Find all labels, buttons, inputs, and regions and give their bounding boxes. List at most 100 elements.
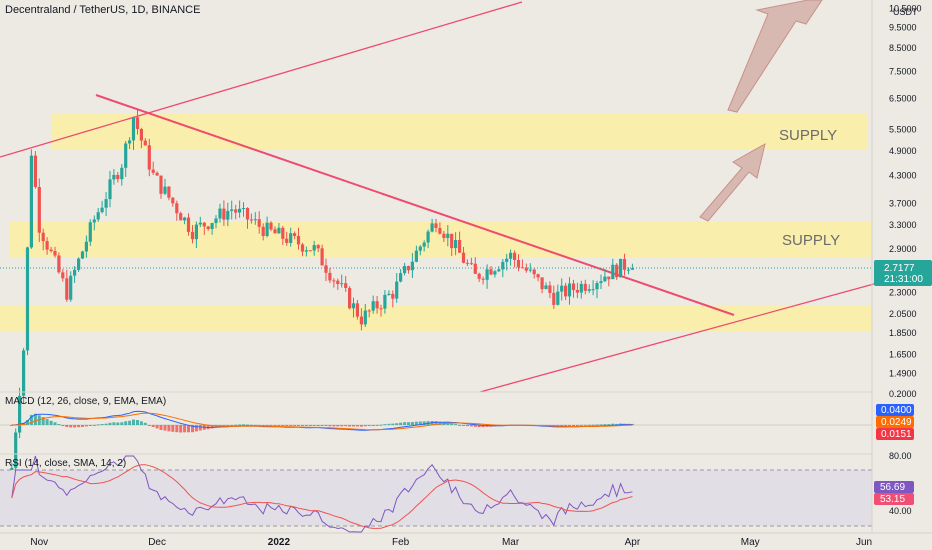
supply-label-upper: SUPPLY (779, 127, 837, 144)
macd-histogram-bar (171, 425, 175, 432)
candle-body (501, 261, 505, 270)
time-axis[interactable]: Nov Dec 2022 Feb Mar Apr May Jun (30, 537, 872, 548)
candle-body (183, 217, 187, 221)
candle-body (269, 222, 273, 230)
candle-body (234, 209, 238, 213)
macd-histogram-bar (191, 425, 194, 433)
macd-histogram-bar (104, 423, 108, 425)
macd-histogram-bar (128, 420, 132, 425)
candle-body (379, 308, 383, 310)
rising-trendline-lower[interactable] (479, 267, 932, 393)
descending-trendline[interactable] (95, 94, 735, 316)
time-tick-label: 2022 (268, 537, 291, 548)
macd-value-badge (876, 428, 914, 440)
candle-body (202, 222, 206, 227)
macd-pane[interactable] (0, 410, 872, 433)
macd-histogram-bar (179, 425, 183, 433)
supply-zone-middle[interactable] (10, 222, 872, 258)
projection-arrow-long (727, 0, 823, 113)
price-scale[interactable]: 10.5000 9.5000 8.5000 7.5000 6.5000 5.5000 4.9… (889, 4, 922, 379)
macd-histogram-bar (175, 425, 179, 433)
price-tick-label: 2.0500 (889, 309, 917, 319)
candle-body (104, 199, 108, 208)
candle-body (383, 294, 387, 309)
macd-histogram-bar (84, 425, 88, 427)
time-tick-label: Apr (625, 537, 641, 548)
candle-body (155, 172, 159, 176)
macd-histogram-bar (328, 425, 332, 427)
macd-histogram-bar (607, 424, 611, 426)
macd-histogram-bar (340, 425, 344, 427)
macd-histogram-bar (410, 422, 414, 425)
rsi-value: 56.69 (880, 482, 905, 493)
macd-histogram-bar (22, 422, 26, 425)
candle-body (603, 276, 607, 282)
rsi-sma-line[interactable] (11, 464, 633, 529)
candle-body (520, 267, 524, 269)
candle-body (296, 236, 301, 245)
candles-group[interactable] (10, 109, 634, 479)
demand-zone-lower[interactable] (0, 306, 872, 332)
candle-body (399, 273, 403, 282)
candle-body (524, 267, 528, 271)
candle-body (367, 310, 371, 312)
macd-histogram-bar (324, 425, 328, 426)
last-price-value: 2.7177 (884, 263, 915, 274)
macd-histogram-bar (316, 425, 320, 426)
candle-body (77, 258, 81, 270)
candle-body (344, 283, 348, 288)
macd-histogram-bar (37, 415, 41, 425)
candle-body (29, 155, 33, 248)
candle-body (591, 289, 595, 291)
macd-histogram-bar (33, 413, 37, 425)
macd-histogram-bar (414, 421, 418, 425)
candle-body (615, 264, 619, 278)
macd-histogram-bar (57, 424, 61, 425)
candle-body (626, 269, 631, 271)
price-tick-label: 3.7000 (889, 199, 917, 209)
candle-body (186, 217, 191, 232)
macd-histogram-bar (418, 421, 422, 425)
macd-histogram-bar (277, 425, 281, 426)
rsi-band (0, 470, 872, 526)
candle-body (147, 145, 151, 170)
macd-histogram-bar (375, 424, 379, 426)
candle-body (214, 218, 218, 223)
macd-histogram-bar (450, 423, 454, 425)
macd-histogram-bar (363, 425, 367, 427)
candle-body (45, 241, 49, 250)
price-tick-label: 1.8500 (889, 328, 917, 338)
candle-body (300, 244, 305, 252)
candle-body (630, 268, 634, 270)
macd-histogram-bar (560, 425, 564, 426)
time-tick-label: Feb (392, 537, 410, 548)
macd-histogram-bar (320, 425, 324, 426)
rsi-axis-80: 80.00 (889, 451, 912, 461)
macd-histogram-bar (246, 424, 249, 426)
candle-body (371, 301, 375, 311)
candle-body (120, 167, 124, 180)
macd-histogram-bar (77, 425, 81, 428)
macd-histogram-bar (249, 424, 253, 426)
candle-body (230, 209, 234, 211)
macd-histogram-bar (387, 423, 391, 425)
price-tick-label: 4.9000 (889, 146, 917, 156)
macd-histogram-bar (465, 425, 469, 427)
candle-body (351, 303, 356, 309)
candle-body (516, 260, 521, 268)
candle-body (293, 233, 297, 236)
macd-histogram-bar (422, 421, 426, 425)
rising-trendline-upper[interactable] (0, 1, 523, 158)
candle-body (18, 395, 22, 433)
rsi-line[interactable] (11, 455, 633, 533)
candle-body (619, 258, 623, 278)
macd-histogram-bar (65, 425, 69, 427)
candle-body (88, 222, 92, 242)
macd-histogram-bar (575, 425, 579, 426)
candle-body (320, 248, 324, 266)
candle-body (253, 219, 257, 221)
candle-body (418, 246, 422, 251)
supply-zone-upper[interactable] (52, 113, 868, 150)
